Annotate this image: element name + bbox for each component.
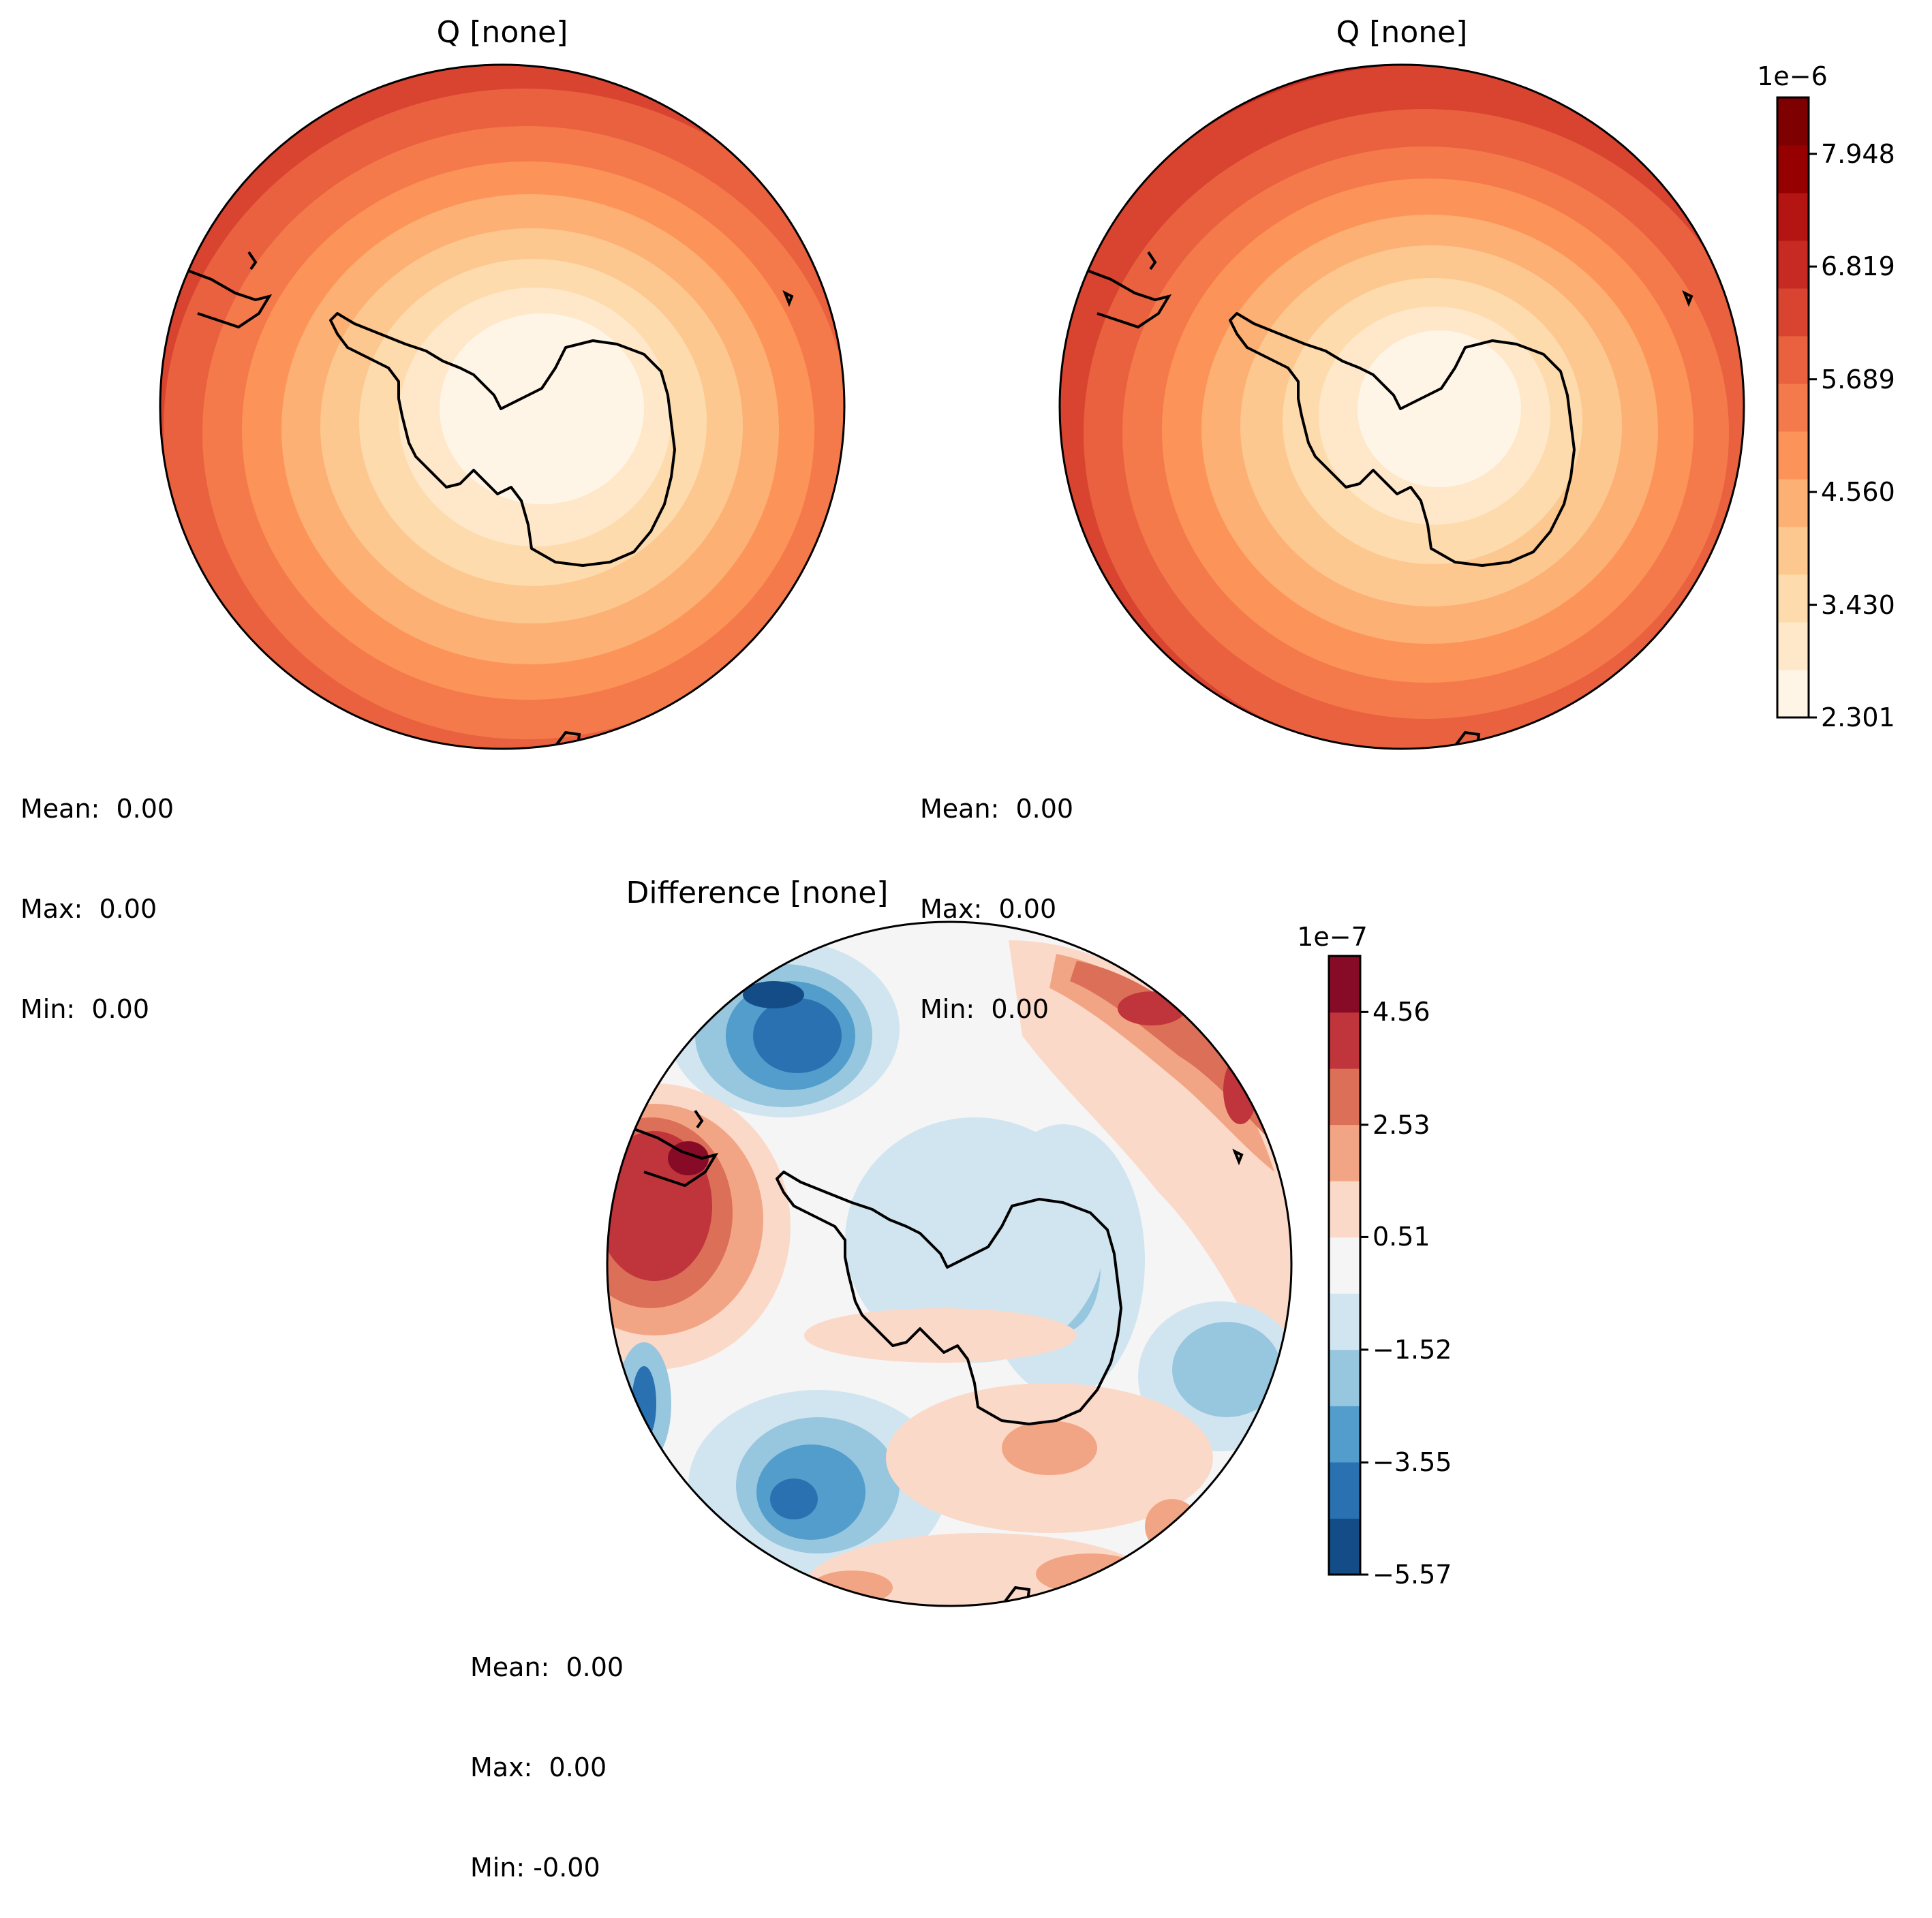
colorbar-segment	[1777, 479, 1809, 527]
colorbar-border	[1776, 96, 1810, 719]
colorbar-segment	[1777, 97, 1809, 146]
stat-min: Min: -0.00	[470, 1853, 600, 1883]
map-boundary-q-left	[159, 63, 846, 750]
colorbar-tick-label: −3.55	[1373, 1447, 1452, 1478]
stat-min: Min: 0.00	[920, 994, 1049, 1024]
stat-min: Min: 0.00	[20, 994, 149, 1024]
colorbar-segment	[1329, 1068, 1360, 1126]
colorbar-q-exponent: 1e−6	[1757, 61, 1828, 91]
colorbar-tick-label: −1.52	[1373, 1334, 1452, 1365]
colorbar-segment	[1329, 1181, 1360, 1238]
stats-q-right: Mean: 0.00 Max: 0.00 Min: 0.00	[920, 726, 1073, 1059]
colorbar-tick-label: 6.819	[1821, 251, 1895, 282]
colorbar-segment	[1329, 1406, 1360, 1463]
colorbar-tick-label: 2.301	[1821, 702, 1895, 732]
colorbar-segment	[1777, 336, 1809, 384]
colorbar-tick-label: 2.53	[1373, 1109, 1430, 1140]
coastline-q-left	[183, 251, 794, 747]
colorbar-tick-label: 4.56	[1373, 997, 1430, 1027]
colorbar-tick-label: 4.560	[1821, 477, 1895, 508]
stat-mean: Mean: 0.00	[470, 1652, 624, 1682]
colorbar-tick-label: 7.948	[1821, 138, 1895, 169]
map-boundary-difference	[606, 921, 1293, 1607]
colorbar-segment	[1329, 1349, 1360, 1406]
colorbar-segment	[1777, 288, 1809, 337]
map-boundary-q-right	[1058, 63, 1745, 750]
colorbar-difference-exponent: 1e−7	[1297, 922, 1368, 952]
stat-max: Max: 0.00	[20, 894, 157, 924]
stat-mean: Mean: 0.00	[20, 794, 174, 824]
colorbar-segment	[1777, 574, 1809, 623]
colorbar-segment	[1777, 241, 1809, 289]
map-panel-difference	[606, 921, 1293, 1607]
colorbar-q	[1776, 96, 1817, 719]
stat-max: Max: 0.00	[470, 1752, 607, 1782]
colorbar-segment	[1329, 1461, 1360, 1519]
colorbar-tick-label: 3.430	[1821, 589, 1895, 620]
colorbar-segment	[1777, 145, 1809, 194]
stats-difference: Mean: 0.00 Max: 0.00 Min: -0.00	[470, 1584, 624, 1918]
colorbar-segment	[1329, 956, 1360, 1013]
stats-q-left: Mean: 0.00 Max: 0.00 Min: 0.00	[20, 726, 174, 1059]
contour-fill-difference	[607, 922, 1291, 1606]
colorbar-segment	[1777, 527, 1809, 575]
stat-mean: Mean: 0.00	[920, 794, 1074, 824]
colorbar-segment	[1777, 193, 1809, 241]
coastline-difference	[630, 1109, 1244, 1603]
colorbar-segment	[1777, 384, 1809, 432]
colorbar-segment	[1329, 1124, 1360, 1181]
colorbar-segment	[1777, 431, 1809, 480]
title-difference: Difference [none]	[626, 876, 889, 910]
colorbar-tick-label: −5.57	[1373, 1560, 1452, 1590]
colorbar-segment	[1777, 622, 1809, 670]
colorbar-tick-label: 5.689	[1821, 364, 1895, 395]
colorbar-segment	[1329, 1293, 1360, 1350]
figure-canvas	[159, 63, 1817, 1607]
colorbar-segment	[1329, 1237, 1360, 1294]
title-q-left: Q [none]	[436, 15, 568, 50]
colorbar-segment	[1329, 1518, 1360, 1575]
colorbar-segment	[1777, 670, 1809, 718]
title-q-right: Q [none]	[1336, 15, 1468, 50]
stat-max: Max: 0.00	[920, 894, 1057, 924]
colorbar-segment	[1329, 1012, 1360, 1069]
colorbar-border	[1328, 955, 1362, 1576]
colorbar-tick-label: 0.51	[1373, 1222, 1430, 1252]
colorbar-difference	[1328, 955, 1368, 1576]
